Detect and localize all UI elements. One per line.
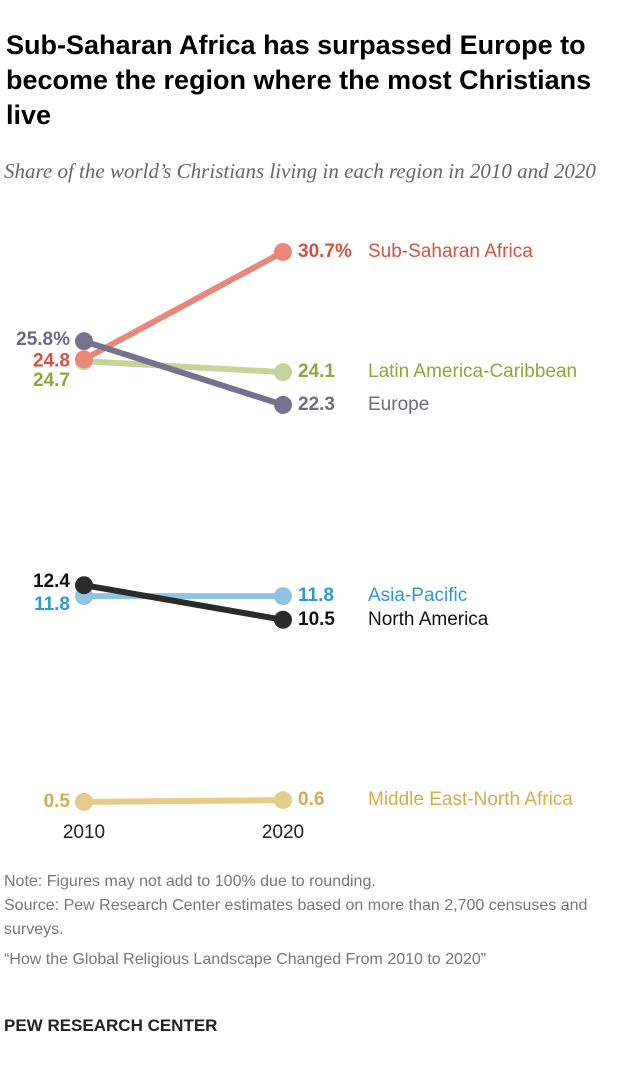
- data-point: [274, 587, 292, 606]
- value-label: 12.4: [33, 571, 70, 592]
- series-line: [83, 358, 284, 376]
- credit: PEW RESEARCH CENTER: [4, 1016, 218, 1035]
- value-label: 0.5: [44, 791, 71, 812]
- value-label: 24.8: [33, 350, 70, 371]
- report-title: “How the Global Religious Landscape Chan…: [4, 951, 487, 968]
- chart-title: Sub-Saharan Africa has surpassed Europe …: [6, 30, 592, 130]
- note: Note: Figures may not add to 100% due to…: [4, 873, 376, 890]
- data-point: [75, 792, 93, 811]
- series-line: [83, 582, 284, 623]
- series-name: Asia-Pacific: [368, 585, 467, 606]
- value-label: 24.1: [298, 361, 335, 382]
- value-label: 30.7%: [298, 241, 352, 262]
- x-tick-label: 2020: [262, 822, 304, 843]
- data-point: [274, 363, 292, 382]
- data-point: [274, 791, 292, 810]
- data-point: [75, 332, 93, 351]
- data-point: [274, 610, 292, 629]
- data-point: [274, 242, 292, 261]
- series-name: North America: [368, 609, 489, 630]
- series-name: Europe: [368, 394, 429, 415]
- series-line: [82, 249, 285, 363]
- series-name: Middle East-North Africa: [368, 789, 573, 810]
- value-label: 24.7: [33, 370, 70, 391]
- chart-subtitle: Share of the world’s Christians living i…: [4, 159, 596, 183]
- value-label: 25.8%: [16, 329, 70, 350]
- chart: 2010 2020 24.8 30.7% Sub-Saharan Africa 24.7 2…: [16, 241, 577, 843]
- series-line: [83, 338, 284, 408]
- source: Source: Pew Research Center estimates ba…: [4, 897, 588, 938]
- value-label: 11.8: [34, 594, 70, 615]
- data-point: [274, 395, 292, 414]
- series-line: [83, 797, 284, 805]
- data-point: [75, 350, 93, 369]
- series-name: Latin America-Caribbean: [368, 361, 577, 382]
- data-point: [75, 576, 93, 595]
- value-label: 11.8: [298, 585, 334, 606]
- value-label: 10.5: [298, 609, 335, 630]
- x-tick-label: 2010: [63, 822, 105, 843]
- series-name: Sub-Saharan Africa: [368, 241, 533, 262]
- value-label: 22.3: [298, 394, 335, 415]
- value-label: 0.6: [298, 789, 324, 810]
